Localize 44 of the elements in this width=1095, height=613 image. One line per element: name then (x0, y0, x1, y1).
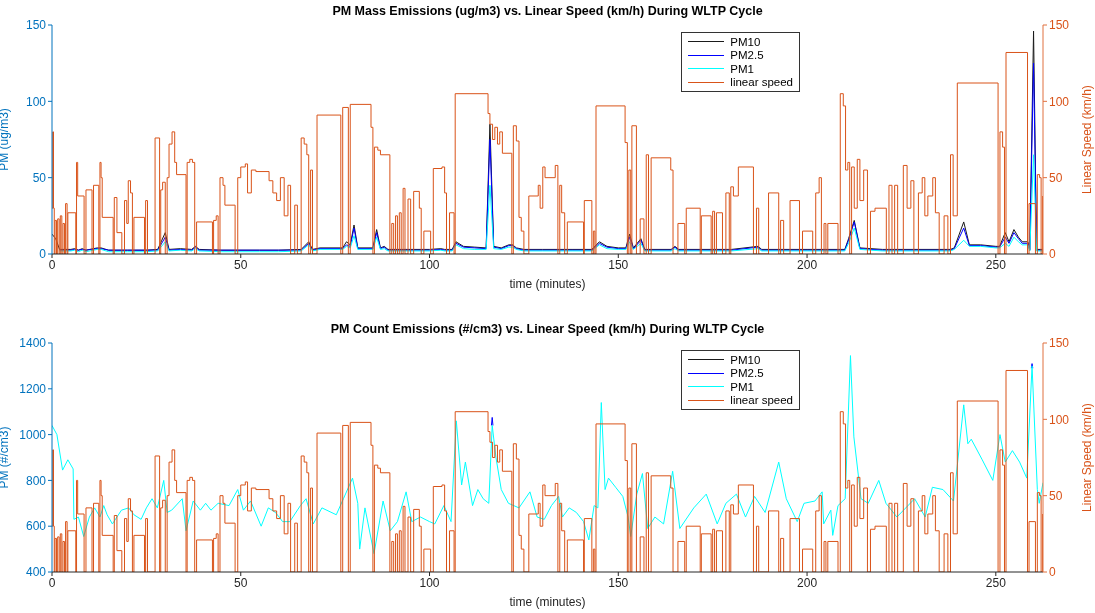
legend-label: PM10 (730, 353, 761, 366)
y-tick-label: 100 (25, 94, 47, 109)
y2-tick-label: 150 (1049, 18, 1070, 33)
y-tick-label: 150 (25, 18, 47, 33)
legend-label: linear speed (730, 394, 793, 407)
x-tick-label: 100 (419, 575, 440, 590)
y2-tick-label: 100 (1049, 94, 1070, 109)
x-tick-label: 200 (797, 257, 818, 272)
y-tick-label: 1200 (19, 382, 47, 397)
y2-tick-label: 150 (1049, 336, 1070, 351)
y-tick-label: 800 (25, 473, 47, 488)
y2-tick-label: 50 (1049, 488, 1063, 503)
x-tick-label: 150 (608, 257, 629, 272)
x-tick-label: 100 (419, 257, 440, 272)
x-tick-label: 250 (985, 257, 1007, 272)
y-tick-label: 1000 (19, 427, 47, 442)
y2-axis-title: Linear Speed (km/h) (1080, 85, 1095, 194)
y-tick-label: 50 (32, 170, 47, 185)
y2-tick-label: 0 (1049, 247, 1056, 262)
x-axis-title: time (minutes) (509, 595, 586, 609)
x-tick-label: 150 (608, 575, 629, 590)
y-tick-label: 0 (39, 247, 47, 262)
chart-title: PM Mass Emissions (ug/m3) vs. Linear Speed (km/h) During WLTP Cycle (331, 4, 764, 18)
y-tick-label: 1400 (19, 336, 47, 351)
y2-axis-title: Linear Speed (km/h) (1080, 403, 1095, 512)
chart-title: PM Count Emissions (#/cm3) vs. Linear Speed (km/h) During WLTP Cycle (329, 322, 766, 336)
x-tick-label: 50 (234, 575, 248, 590)
legend-label: PM2.5 (730, 49, 764, 62)
legend-label: PM1 (730, 62, 754, 75)
y2-tick-label: 100 (1049, 412, 1070, 427)
y-tick-label: 400 (25, 565, 47, 580)
legend-label: PM10 (730, 35, 761, 48)
y-axis-title: PM (ug/m3) (0, 108, 12, 171)
y2-tick-label: 50 (1049, 170, 1063, 185)
x-tick-label: 250 (985, 575, 1007, 590)
y2-tick-label: 0 (1049, 565, 1056, 580)
y-tick-label: 600 (25, 519, 47, 534)
x-axis-title: time (minutes) (509, 277, 586, 291)
y-axis-title: PM (#/cm3) (0, 426, 12, 489)
legend-label: linear speed (730, 76, 793, 89)
legend-label: PM2.5 (730, 367, 764, 380)
x-tick-label: 50 (234, 257, 248, 272)
x-tick-label: 200 (797, 575, 818, 590)
legend-label: PM1 (730, 380, 754, 393)
